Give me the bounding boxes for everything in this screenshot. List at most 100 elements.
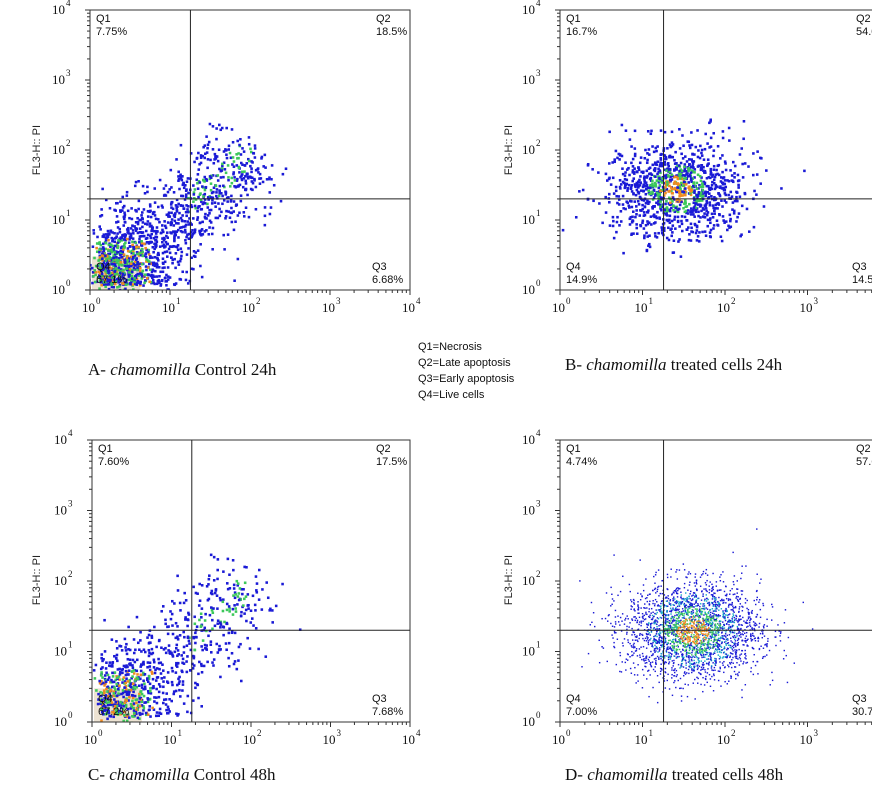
data-point <box>126 264 130 268</box>
data-point <box>166 671 170 674</box>
data-point <box>240 679 243 683</box>
data-point <box>162 244 166 248</box>
data-point <box>705 607 707 609</box>
data-point <box>100 272 104 276</box>
data-point <box>696 621 698 624</box>
data-point <box>670 206 673 210</box>
data-point <box>686 618 688 621</box>
data-point <box>120 255 123 259</box>
data-point <box>614 185 618 189</box>
data-point <box>232 210 236 213</box>
data-point <box>104 264 107 268</box>
data-point <box>741 572 743 574</box>
data-point <box>683 624 686 626</box>
data-point <box>691 659 693 662</box>
data-point <box>708 146 711 149</box>
data-point <box>691 632 693 634</box>
data-point <box>732 607 735 609</box>
data-point <box>647 643 650 646</box>
data-point <box>662 229 666 232</box>
data-point <box>129 685 133 689</box>
data-point <box>185 180 189 183</box>
data-point <box>98 679 101 683</box>
data-point <box>668 168 672 171</box>
data-point <box>659 616 662 619</box>
data-point <box>727 642 730 644</box>
data-point <box>731 208 734 211</box>
data-point <box>639 223 642 227</box>
data-point <box>139 639 142 642</box>
data-point <box>630 220 634 224</box>
data-point <box>640 170 643 174</box>
data-point <box>692 670 694 672</box>
data-point <box>197 205 200 208</box>
data-point <box>728 226 731 229</box>
data-point <box>230 651 234 655</box>
data-point <box>118 670 122 674</box>
data-point <box>727 619 730 622</box>
data-point <box>258 182 262 185</box>
data-point <box>714 624 716 626</box>
data-point <box>166 236 169 239</box>
data-point <box>170 218 174 221</box>
data-point <box>181 175 184 178</box>
data-point <box>672 204 675 207</box>
data-point <box>725 638 728 641</box>
data-point <box>173 239 176 243</box>
data-point <box>255 582 259 585</box>
data-point <box>679 168 682 171</box>
data-point <box>656 145 659 148</box>
data-point <box>161 270 165 274</box>
data-point <box>758 599 761 601</box>
data-point <box>188 642 191 645</box>
data-point <box>104 254 107 258</box>
caption-prefix: B- <box>565 355 586 374</box>
data-point <box>85 686 88 689</box>
data-point <box>725 595 728 597</box>
data-point <box>111 671 114 675</box>
data-point <box>101 666 104 669</box>
data-point <box>108 714 111 718</box>
data-point <box>181 689 184 692</box>
data-point <box>175 206 178 210</box>
data-point <box>712 616 715 619</box>
data-point <box>696 235 700 238</box>
data-point <box>115 694 119 698</box>
data-point <box>200 584 204 587</box>
data-point <box>237 659 240 662</box>
data-point <box>168 276 172 279</box>
data-point <box>122 224 126 227</box>
data-point <box>658 203 662 207</box>
data-point <box>726 179 729 182</box>
data-point <box>643 205 647 208</box>
data-point <box>721 170 724 174</box>
data-point <box>239 161 243 165</box>
data-point <box>701 188 705 192</box>
data-point <box>686 637 689 639</box>
data-point <box>689 222 693 226</box>
data-point <box>116 241 120 244</box>
data-point <box>200 670 204 674</box>
data-point <box>211 618 214 622</box>
data-point <box>673 647 675 650</box>
data-point <box>107 238 110 242</box>
data-point <box>686 596 688 599</box>
data-point <box>195 625 199 628</box>
data-point <box>268 191 272 194</box>
data-point <box>726 634 729 637</box>
data-point <box>659 161 662 165</box>
data-point <box>96 702 100 706</box>
data-point <box>217 148 221 152</box>
data-point <box>706 218 710 222</box>
data-point <box>138 262 141 266</box>
data-point <box>102 712 105 716</box>
data-point <box>690 611 693 613</box>
data-point <box>620 630 623 632</box>
data-point <box>129 232 133 236</box>
data-point <box>630 190 634 193</box>
data-point <box>151 245 155 249</box>
data-point <box>782 658 785 660</box>
data-point <box>123 704 126 708</box>
data-point <box>112 694 115 698</box>
data-point <box>689 602 692 604</box>
